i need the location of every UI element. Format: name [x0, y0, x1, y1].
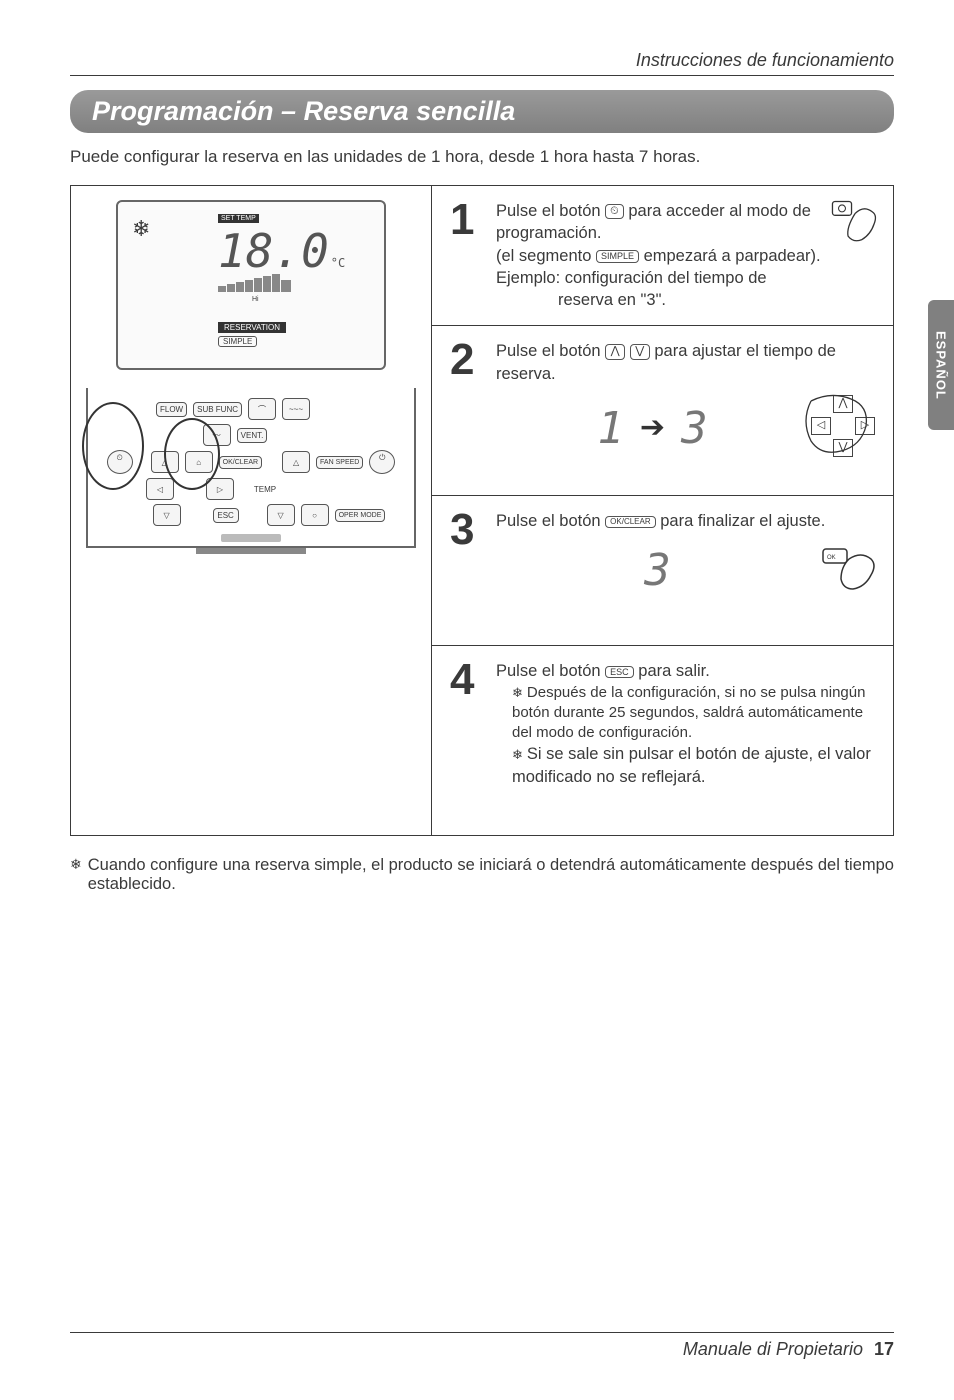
- remote-btn-up: △: [151, 451, 179, 473]
- remote-btn-swing1: ⌒: [248, 398, 276, 420]
- remote-btn-circle: ○: [301, 504, 329, 526]
- page-number: 17: [874, 1339, 894, 1359]
- level-bars: [218, 274, 291, 292]
- reservation-label: RESERVATION: [218, 322, 286, 333]
- remote-btn-down: ▽: [153, 504, 181, 526]
- section-title-bar: Programación – Reserva sencilla: [70, 90, 894, 133]
- segment-from: 1: [597, 399, 624, 458]
- remote-temp-label: TEMP: [240, 485, 290, 494]
- arrow-up-icon: ⋀: [605, 344, 625, 360]
- step3-text-a: Pulse el botón: [496, 512, 605, 530]
- step3-text-b: para finalizar el ajuste.: [660, 512, 825, 530]
- step-3: 3 Pulse el botón OK/CLEAR para finalizar…: [431, 495, 893, 645]
- remote-btn-vent: VENT.: [237, 428, 268, 443]
- step-number: 3: [450, 510, 486, 631]
- arrow-right-icon: ➔: [640, 408, 665, 449]
- remote-btn-swing2: ~~~: [282, 398, 310, 420]
- set-temp-label: SET TEMP: [218, 214, 259, 223]
- remote-control: FLOW SUB FUNC ⌒ ~~~ 〰 VENT. ⏲ △ ⌂: [86, 388, 416, 548]
- step1-text-c: (el segmento: [496, 247, 596, 265]
- segment-value: 3: [644, 545, 671, 596]
- remote-base: [196, 548, 306, 554]
- step2-text-a: Pulse el botón: [496, 342, 605, 360]
- remote-btn-clock: ⏲: [107, 450, 133, 474]
- ok-button-icon: OK/CLEAR: [605, 516, 655, 528]
- step-body: Pulse el botón OK/CLEAR para finalizar e…: [496, 510, 879, 631]
- temp-value: 18.0: [218, 224, 329, 278]
- step4-text-b: para salir.: [638, 662, 710, 680]
- step-4: 4 Pulse el botón ESC para salir. Después…: [431, 645, 893, 835]
- remote-btn-fan: FAN SPEED: [316, 456, 363, 469]
- esc-button-icon: ESC: [605, 666, 634, 679]
- remote-btn-oper: OPER MODE: [335, 509, 386, 522]
- step-body: Pulse el botón ⏲ para acceder al modo de…: [496, 200, 879, 311]
- segment-to: 3: [681, 399, 708, 458]
- temp-unit: °C: [331, 256, 345, 270]
- remote-btn-left: ◁: [146, 478, 174, 500]
- step1-text-d: empezará a parpadear).: [644, 247, 821, 265]
- remote-btn-tempup: △: [282, 451, 310, 473]
- lcd-display: ❄ SET TEMP 18.0 °C Hi RESERVATION SIMPLE: [116, 200, 386, 370]
- step-number: 4: [450, 660, 486, 821]
- remote-handle: [221, 534, 281, 542]
- remote-btn-subfunc: SUB FUNC: [193, 402, 242, 417]
- press-hand-icon: OK: [819, 545, 879, 595]
- remote-btn-tempdown: ▽: [267, 504, 295, 526]
- snowflake-bullet-icon: ❄: [70, 856, 82, 894]
- svg-text:OK: OK: [827, 555, 836, 561]
- speed-label: Hi: [252, 296, 259, 303]
- instruction-container: ❄ SET TEMP 18.0 °C Hi RESERVATION SIMPLE: [70, 185, 894, 836]
- simple-badge-icon: SIMPLE: [596, 250, 639, 263]
- step4-note2: Si se sale sin pulsar el botón de ajuste…: [512, 743, 879, 788]
- step-body: Pulse el botón ⋀ ⋁ para ajustar el tiemp…: [496, 340, 879, 481]
- remote-btn-esc: ESC: [213, 508, 239, 523]
- dpad-with-hand-icon: ⋀ ◁ ▷ ⋁: [809, 395, 879, 457]
- page-footer: Manuale di Propietario 17: [70, 1332, 894, 1360]
- arrow-down-icon: ⋁: [630, 344, 650, 360]
- step1-text-a: Pulse el botón: [496, 202, 605, 220]
- snowflake-icon: ❄: [132, 216, 150, 242]
- remote-btn-home: ⌂: [185, 451, 213, 473]
- running-head: Instrucciones de funcionamiento: [70, 50, 894, 76]
- remote-btn-right: ▷: [206, 478, 234, 500]
- remote-btn-power: ⏻: [369, 450, 395, 474]
- simple-label: SIMPLE: [218, 336, 257, 347]
- step-number: 2: [450, 340, 486, 481]
- step-1: 1 Pulse el botón ⏲ para acceder al modo …: [431, 186, 893, 325]
- steps-column: 1 Pulse el botón ⏲ para acceder al modo …: [431, 186, 893, 835]
- step1-text-e: Ejemplo: configuración del tiempo de: [496, 269, 767, 287]
- intro-text: Puede configurar la reserva en las unida…: [70, 147, 894, 167]
- language-tab: ESPAÑOL: [928, 300, 954, 430]
- step4-note1: Después de la configuración, si no se pu…: [512, 683, 879, 744]
- clock-icon: ⏲: [605, 204, 624, 219]
- step-number: 1: [450, 200, 486, 311]
- step-2: 2 Pulse el botón ⋀ ⋁ para ajustar el tie…: [431, 325, 893, 495]
- step-body: Pulse el botón ESC para salir. Después d…: [496, 660, 879, 821]
- section-title: Programación – Reserva sencilla: [92, 96, 872, 127]
- step4-text-a: Pulse el botón: [496, 662, 605, 680]
- press-hand-icon: [829, 198, 881, 250]
- temp-digits: 18.0 °C: [218, 224, 345, 278]
- step1-text-f: reserva en "3".: [558, 291, 666, 309]
- remote-btn-wave: 〰: [203, 424, 231, 446]
- footnote-text: Cuando configure una reserva simple, el …: [88, 856, 894, 894]
- remote-btn-flow: FLOW: [156, 402, 187, 417]
- page-footnote: ❄ Cuando configure una reserva simple, e…: [70, 856, 894, 894]
- remote-btn-ok: OK/CLEAR: [219, 456, 262, 469]
- device-illustration: ❄ SET TEMP 18.0 °C Hi RESERVATION SIMPLE: [71, 186, 431, 835]
- footer-text: Manuale di Propietario: [683, 1339, 863, 1359]
